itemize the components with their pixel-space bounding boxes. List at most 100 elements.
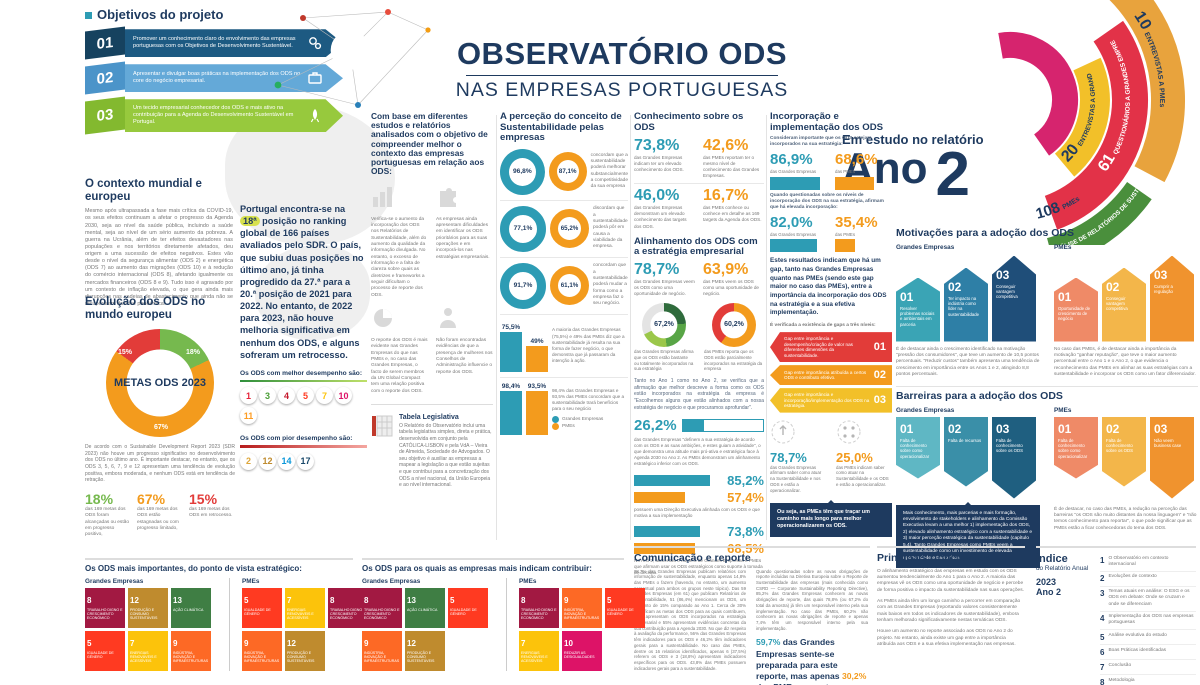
contexto-title: O contexto mundial e europeu bbox=[85, 178, 202, 203]
portugal-text: Portugal encontra-se na 18ª posição no r… bbox=[240, 204, 364, 360]
objetivos-section: Objetivos do projeto 01 Promover um conh… bbox=[85, 7, 343, 135]
column-divider bbox=[630, 115, 631, 540]
barreiras-ge-callout: Mais conhecimento, mais parcerias e mais… bbox=[896, 501, 1040, 569]
indice-sub: do Relatório Anual bbox=[1036, 565, 1089, 573]
sdg-chip: 17 bbox=[297, 452, 314, 470]
comunicacao-highlight: 59,7% das Grandes Empresas sente-se prep… bbox=[756, 637, 867, 685]
sdg-tile-grid: 5 Igualdade de género 7 Energias renovávei… bbox=[242, 587, 374, 671]
stat-value: 46,0% bbox=[634, 187, 680, 205]
ge-bar bbox=[770, 176, 820, 190]
stat-label: das Grandes Empresas bbox=[770, 168, 817, 174]
portugal-section: Portugal encontra-se na 18ª posição no r… bbox=[240, 203, 367, 473]
sdg-wheel-logo bbox=[308, 8, 392, 92]
sdg-tile-grid: 8 Trabalho digno e crescimento económico … bbox=[519, 587, 651, 671]
percecao-section: A perceção do conceito de Sustentabilida… bbox=[500, 111, 629, 440]
pme-bar bbox=[526, 390, 548, 435]
bar-chart-icon bbox=[373, 186, 392, 207]
stat-value: 42,6% bbox=[703, 137, 749, 155]
incorporacao-section: Incorporação e implementação dos ODS Con… bbox=[770, 111, 892, 537]
sdg-chip: 14 bbox=[278, 452, 295, 470]
objetivo-item: 01 Promover um conhecimento claro do env… bbox=[85, 26, 343, 60]
donut-value: 60,2% bbox=[724, 321, 744, 329]
legend-pme: PMEs bbox=[562, 423, 575, 429]
objetivo-item: 02 Apresentar e divulgar boas práticas n… bbox=[85, 61, 343, 95]
fan-count-questionnaires: 61 bbox=[1095, 151, 1119, 175]
donut-label-67: 67% bbox=[154, 424, 169, 432]
strategy-icon bbox=[771, 420, 795, 444]
objetivo-text: Apresentar e divulgar boas práticas na i… bbox=[133, 71, 301, 85]
ge-alignment-donut bbox=[642, 302, 686, 347]
ano-number: 2 bbox=[935, 140, 971, 209]
indice-item: 8 Metodologia bbox=[1100, 677, 1135, 685]
comunicacao-section: Comunicação e reporte 98,7% das Grandes … bbox=[634, 546, 870, 685]
alinhamento-title: Alinhamento dos ODS com a estratégia emp… bbox=[634, 235, 758, 258]
estudos-divider bbox=[371, 403, 493, 405]
indice-item: 2 Evoluções de contexto bbox=[1100, 572, 1196, 587]
stat-text: das PMEs veem os ODS como uma oportunida… bbox=[703, 278, 759, 296]
sdg-chip: 11 bbox=[240, 407, 257, 425]
sdg-tile: 13 Ação climática bbox=[405, 587, 445, 628]
ods-contribuir-section: Os ODS para os quais as empresas mais in… bbox=[362, 558, 645, 671]
stat-value: 68,6% bbox=[835, 150, 878, 168]
bar-caption: A maioria das Grandes Empresas (75,5%) e… bbox=[552, 327, 625, 363]
stat-value: 73,8% bbox=[634, 137, 680, 155]
gap-text: Gap entre importância atribuída a certos… bbox=[784, 369, 867, 381]
sdg-tile: 8 Trabalho digno e crescimento económico bbox=[85, 587, 125, 628]
sdg-tile: 5 Igualdade de género bbox=[605, 587, 645, 628]
conclusoes-section: Principais Conclusões O alinhamento estr… bbox=[877, 546, 1025, 648]
melhor-chips: 1 3 4 5 7 10 11 bbox=[240, 387, 367, 427]
sdg-tile: 12 Produção e consumo sustentáveis bbox=[405, 630, 445, 671]
alinhamento-para: Tanto no Ano 1 como no Ano 2, se verific… bbox=[634, 378, 764, 411]
stat-value: 16,7% bbox=[703, 187, 749, 205]
barreiras-section: Barreiras para a adoção dos ODS Grandes … bbox=[896, 386, 1198, 569]
fan-label-pmes-108: PMEs bbox=[1061, 196, 1081, 212]
stat-text: das 169 metas dos ODS estão estagnadas o… bbox=[137, 506, 179, 531]
sdg-tile: 9 Indústria, inovação e infraestruturas bbox=[362, 630, 402, 671]
barreiras-pme-note: É de destacar, no caso das PMEs, a reduç… bbox=[1054, 506, 1197, 531]
sdg-tile: 12 Produção e consumo sustentáveis bbox=[285, 630, 325, 671]
barrier-ge-3: 03 Falta de conhecimento sobre os ODS bbox=[992, 416, 1036, 499]
motivacoes-pme-note: No caso das PMEs, é de destacar ainda a … bbox=[1054, 346, 1196, 377]
gap-number: 03 bbox=[873, 394, 886, 407]
indice-item: 6 Boas Práticas identificadas bbox=[1100, 645, 1196, 661]
bar-value: 68,5% bbox=[727, 540, 764, 556]
fan-label-pmes: ENTREVISTAS A PMEs bbox=[1143, 31, 1165, 107]
percecao-caption: concordam que a sustentabilidade poderá … bbox=[590, 152, 629, 190]
pior-divider bbox=[240, 445, 367, 448]
conclusoes-title: Principais Conclusões bbox=[877, 552, 990, 564]
motivation-pme-1: 01 Oportunidade de crescimento de negócio bbox=[1054, 277, 1098, 342]
sdg-tile: 7 Energias renováveis e acessíveis bbox=[285, 587, 325, 628]
gaps-label: É verificada a existência de gaps a três… bbox=[770, 322, 876, 328]
evolucao-section: Evolução dos ODS no mundo europeu METAS … bbox=[85, 296, 235, 538]
sdg-chip: 3 bbox=[259, 387, 276, 405]
sdg-chip: 12 bbox=[259, 452, 276, 470]
fan-count-ge-interviews: 20 bbox=[1058, 141, 1082, 165]
ge-bar bbox=[500, 332, 522, 372]
process-icon bbox=[837, 420, 861, 444]
gap-number: 01 bbox=[873, 341, 886, 354]
barreiras-title: Barreiras para a adoção dos ODS bbox=[896, 390, 1063, 402]
sdg-tile: 5 Igualdade de género bbox=[242, 587, 282, 628]
stat-value: 35,4% bbox=[835, 213, 878, 231]
objetivo-text: Promover um conhecimento claro do envolv… bbox=[133, 36, 296, 50]
sdg-chip: 10 bbox=[335, 387, 352, 405]
donut-center-label: METAS ODS 2023 bbox=[113, 377, 207, 390]
contribuir-title: Os ODS para os quais as empresas mais in… bbox=[362, 564, 592, 573]
puzzle-icon bbox=[440, 187, 456, 207]
stat-value: 82,0% bbox=[770, 213, 813, 231]
comunicacao-col2: Quando questionadas sobre as novas obrig… bbox=[756, 568, 868, 631]
estudos-title: Com base em diferentes estudos e relatór… bbox=[371, 111, 488, 177]
sdg-tile: 5 Igualdade de género bbox=[85, 630, 125, 671]
barrier-pme-2: 02 Falta de conhecimento sobre os ODS bbox=[1102, 416, 1146, 487]
evolucao-title: Evolução dos ODS no mundo europeu bbox=[85, 296, 206, 321]
legend-ge-dot bbox=[552, 415, 559, 423]
bar-value: 98,4% bbox=[501, 382, 521, 390]
bar-value: 49% bbox=[530, 338, 544, 346]
bullet-square bbox=[85, 11, 92, 19]
motivation-pme-2: 02 Conseguir vantagem competitiva bbox=[1102, 267, 1146, 342]
rocket-icon bbox=[310, 108, 320, 123]
bar-value: 73,8% bbox=[727, 523, 764, 539]
